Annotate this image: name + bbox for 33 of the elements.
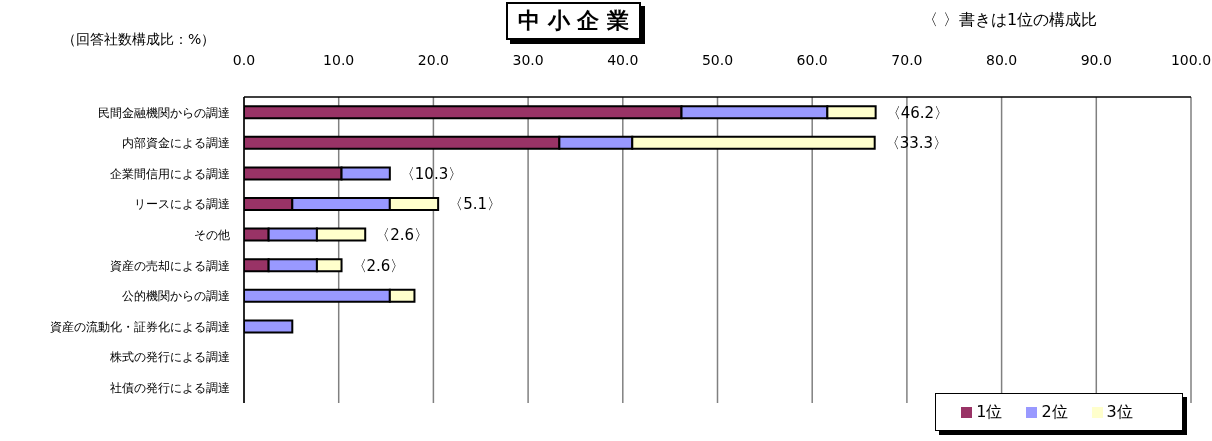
legend-label: 2位 bbox=[1041, 401, 1068, 421]
y-tick-label: 株式の発行による調達 bbox=[109, 350, 230, 365]
y-tick-label: その他 bbox=[194, 227, 230, 242]
annotation: 〈33.3〉 bbox=[884, 134, 949, 153]
x-tick-label: 70.0 bbox=[891, 52, 923, 68]
x-tick-label: 30.0 bbox=[512, 52, 544, 68]
x-tick-label: 50.0 bbox=[701, 52, 734, 68]
x-axis-title: （回答社数構成比：%） bbox=[62, 31, 216, 49]
y-tick-label: 公的機関からの調達 bbox=[122, 289, 230, 304]
x-tick-label: 40.0 bbox=[607, 52, 639, 68]
y-tick-label: リースによる調達 bbox=[134, 197, 230, 212]
y-tick-label: 資産の流動化・証券化による調達 bbox=[50, 319, 230, 334]
x-tick-label: 90.0 bbox=[1080, 52, 1112, 68]
text: 〈 〉書きは1位の構成比 bbox=[922, 10, 1098, 31]
chart-title: 中 小 企 業 bbox=[506, 2, 641, 40]
x-tick-label: 100.0 bbox=[1170, 52, 1212, 68]
legend-label: 1位 bbox=[976, 401, 1003, 421]
annotation: 〈5.1〉 bbox=[448, 195, 502, 214]
legend-label: 3位 bbox=[1106, 401, 1133, 421]
x-tick-label: 80.0 bbox=[986, 52, 1018, 68]
x-tick-label: 10.0 bbox=[323, 52, 355, 68]
x-tick-label: 20.0 bbox=[417, 52, 449, 68]
annotation: 〈2.6〉 bbox=[375, 226, 430, 245]
y-tick-label: 内部資金による調達 bbox=[122, 136, 230, 151]
y-tick-label: 社債の発行による調達 bbox=[110, 380, 230, 395]
y-tick-label: 民間金融機関からの調達 bbox=[98, 105, 230, 120]
annotation: 〈2.6〉 bbox=[351, 256, 406, 275]
y-tick-label: 企業間信用による調達 bbox=[110, 166, 230, 181]
x-tick-label: 60.0 bbox=[796, 52, 828, 68]
annotation: 〈46.2〉 bbox=[885, 103, 950, 122]
x-tick-label: 0.0 bbox=[232, 52, 256, 68]
annotation: 〈10.3〉 bbox=[399, 164, 464, 183]
y-tick-label: 資産の売却による調達 bbox=[110, 258, 230, 273]
